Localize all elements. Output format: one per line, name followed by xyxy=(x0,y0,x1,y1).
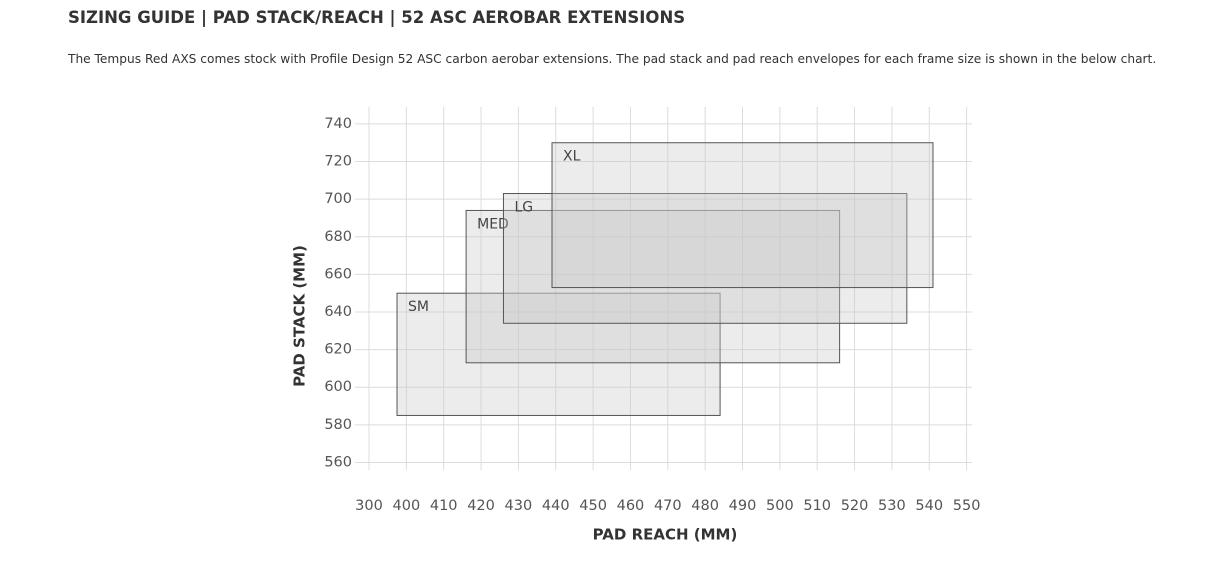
y-axis-title: PAD STACK (MM) xyxy=(291,245,309,387)
x-tick-label: 430 xyxy=(505,498,533,514)
x-tick-label: 470 xyxy=(654,498,682,514)
size-envelope xyxy=(551,142,934,289)
page-title: SIZING GUIDE | PAD STACK/REACH | 52 ASC … xyxy=(68,8,686,27)
y-tick-label: 680 xyxy=(324,229,352,245)
x-tick-label: 510 xyxy=(803,498,831,514)
x-tick-label: 480 xyxy=(691,498,719,514)
x-tick-label: 440 xyxy=(542,498,570,514)
x-tick-label: 530 xyxy=(878,498,906,514)
x-tick-label: 460 xyxy=(617,498,645,514)
size-label: LG xyxy=(514,200,533,216)
x-tick-label: 540 xyxy=(915,498,943,514)
size-envelope xyxy=(502,193,908,324)
size-envelope xyxy=(465,209,841,364)
x-tick-label: 450 xyxy=(579,498,607,514)
size-label: MED xyxy=(477,216,509,232)
y-tick-label: 700 xyxy=(324,191,352,207)
y-tick-label: 620 xyxy=(324,342,352,358)
size-label: SM xyxy=(408,299,429,315)
size-envelope xyxy=(396,292,721,416)
x-tick-label: 520 xyxy=(841,498,869,514)
y-tick-label: 740 xyxy=(324,116,352,132)
y-tick-label: 720 xyxy=(324,154,352,170)
description: The Tempus Red AXS comes stock with Prof… xyxy=(68,52,1157,66)
y-tick-label: 600 xyxy=(324,379,352,395)
x-tick-label: 500 xyxy=(766,498,794,514)
y-tick-label: 560 xyxy=(324,454,352,470)
y-tick-label: 640 xyxy=(324,304,352,320)
x-tick-label: 490 xyxy=(729,498,757,514)
x-axis-title: PAD REACH (MM) xyxy=(593,526,738,544)
x-tick-label: 410 xyxy=(430,498,458,514)
x-tick-label: 400 xyxy=(393,498,421,514)
x-tick-label: 420 xyxy=(467,498,495,514)
y-tick-label: 660 xyxy=(324,266,352,282)
x-tick-label: 550 xyxy=(953,498,981,514)
y-tick-label: 580 xyxy=(324,417,352,433)
x-tick-label: 300 xyxy=(355,498,383,514)
size-label: XL xyxy=(563,149,581,165)
